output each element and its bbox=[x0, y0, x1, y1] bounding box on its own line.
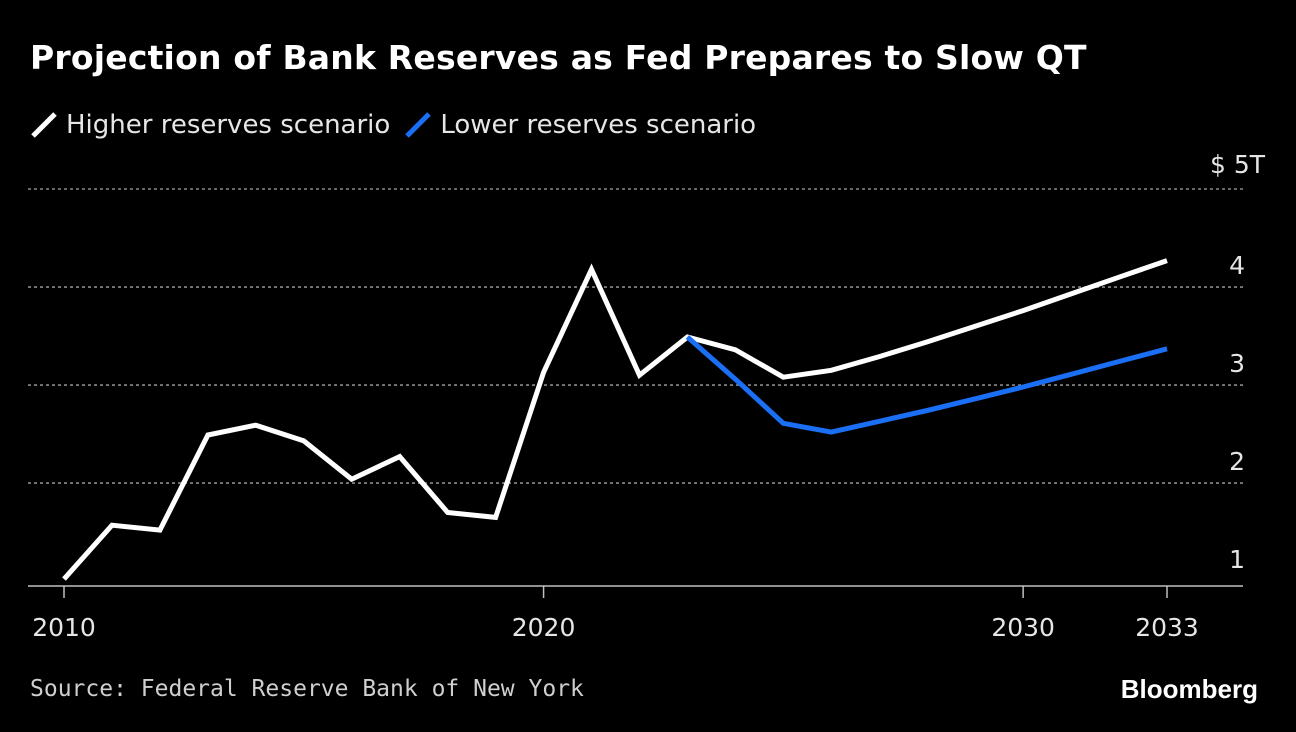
y-tick-label-1: 1 bbox=[1229, 545, 1245, 574]
y-tick-label-2: 2 bbox=[1229, 447, 1245, 476]
legend-item-higher: Higher reserves scenario bbox=[30, 110, 390, 140]
line-chart: 1 2 3 4 $ 5T 2010 2020 2030 2033 bbox=[28, 150, 1266, 642]
y-tick-label-4: 4 bbox=[1229, 251, 1245, 280]
chart-title: Projection of Bank Reserves as Fed Prepa… bbox=[30, 38, 1087, 77]
x-tick-label-2020: 2020 bbox=[512, 613, 576, 642]
legend-label-lower: Lower reserves scenario bbox=[440, 110, 757, 140]
bloomberg-logo: Bloomberg bbox=[1120, 674, 1258, 704]
legend-swatch-lower bbox=[405, 112, 432, 138]
legend-item-lower: Lower reserves scenario bbox=[404, 110, 756, 140]
source-note: Source: Federal Reserve Bank of New York bbox=[30, 676, 584, 702]
legend: Higher reserves scenario Lower reserves … bbox=[30, 107, 770, 143]
legend-swatch-higher bbox=[31, 112, 57, 138]
x-tick-label-2030: 2030 bbox=[991, 613, 1055, 642]
x-tick-label-2033: 2033 bbox=[1135, 613, 1199, 642]
legend-swatch-lower-line bbox=[405, 112, 432, 138]
y-unit-label: $ 5T bbox=[1210, 150, 1266, 179]
series-line-lower bbox=[685, 335, 1168, 435]
x-tick-label-2010: 2010 bbox=[32, 613, 96, 642]
legend-swatch-higher-line bbox=[31, 112, 57, 138]
y-tick-label-3: 3 bbox=[1229, 349, 1245, 378]
series-line-higher bbox=[62, 258, 1168, 581]
legend-label-higher: Higher reserves scenario bbox=[66, 110, 391, 140]
